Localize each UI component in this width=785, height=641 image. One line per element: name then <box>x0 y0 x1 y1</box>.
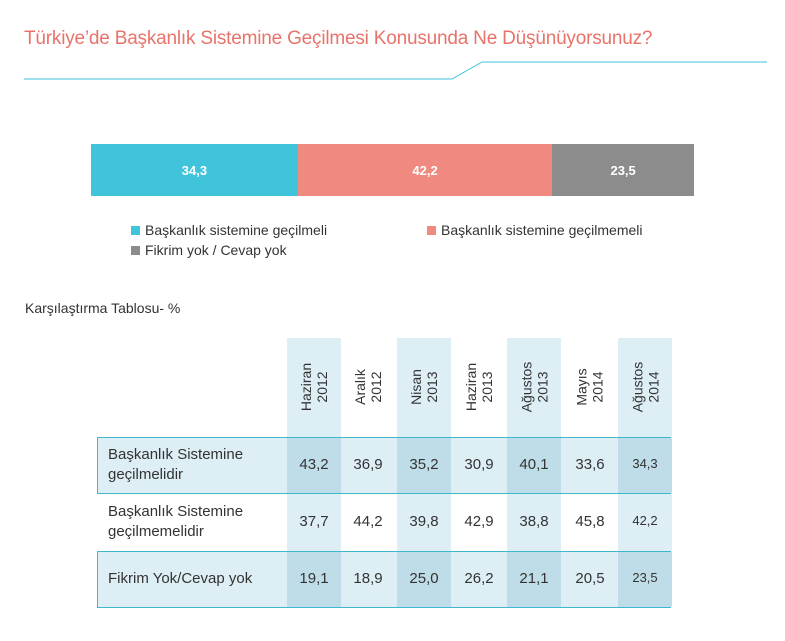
row-label-line2: geçilmemelidir <box>108 523 204 540</box>
table-cell-highlight <box>507 438 561 493</box>
column-header-line2: 2013 <box>479 371 495 403</box>
table-cell: 40,1 <box>519 456 549 473</box>
bar-segment-label-0: 34,3 <box>181 162 208 178</box>
legend-swatch-no <box>427 225 436 235</box>
bar-segment-2: 23,5 <box>552 144 694 196</box>
column-header-line2: 2012 <box>314 371 330 403</box>
table-cell: 33,6 <box>575 456 605 473</box>
column-header: Ağustos 2013 <box>507 340 561 434</box>
table-cell: 30,9 <box>464 456 494 473</box>
column-header-line1: Haziran <box>463 362 479 412</box>
column-header-line2: 2014 <box>645 371 661 403</box>
legend-label-no: Başkanlık sistemine geçilmemeli <box>441 222 643 238</box>
column-header: Mayıs 2014 <box>563 340 617 434</box>
stacked-bar: 34,3 42,2 23,5 <box>91 144 694 196</box>
column-header-line1: Ağustos <box>629 361 645 413</box>
table-cell-highlight <box>507 552 561 607</box>
title-underline-line <box>24 61 767 80</box>
page-title: Türkiye’de Başkanlık Sistemine Geçilmesi… <box>24 28 653 49</box>
column-header-text: Ağustos 2014 <box>629 362 661 413</box>
legend-swatch-noidea <box>131 245 140 255</box>
table-cell: 26,2 <box>464 570 494 587</box>
column-header-line2: 2013 <box>423 371 440 403</box>
column-header-line2: 2012 <box>367 371 384 403</box>
table-cell: 42,9 <box>464 513 494 530</box>
table-cell-highlight <box>287 552 341 607</box>
column-header-line1: Aralık <box>351 369 368 405</box>
table-cell: 39,8 <box>409 513 439 530</box>
column-header-text: Haziran 2013 <box>463 363 495 411</box>
table-cell: 36,9 <box>353 456 383 473</box>
row-label-line1: Başkanlık Sistemine <box>108 446 244 463</box>
column-header-text: Aralık 2012 <box>352 369 384 405</box>
bar-segment-label-1: 42,2 <box>412 162 438 178</box>
bar-segment-0: 34,3 <box>91 144 298 196</box>
row-label: Başkanlık Sistemine geçilmelidir <box>108 445 243 485</box>
column-header-line1: Nisan <box>407 369 424 405</box>
column-header-text: Nisan 2013 <box>408 369 440 405</box>
table-cell: 25,0 <box>409 570 439 587</box>
column-header: Nisan 2013 <box>397 340 451 434</box>
table-cell-highlight <box>618 552 672 607</box>
table-cell: 38,8 <box>519 513 549 530</box>
column-header-text: Mayıs 2014 <box>574 368 606 405</box>
title-underline <box>24 61 767 80</box>
table-cell: 37,7 <box>299 513 329 530</box>
row-label: Başkanlık Sistemine geçilmemelidir <box>108 502 243 542</box>
table-title: Karşılaştırma Tablosu- % <box>25 300 181 316</box>
table-row-band <box>97 437 671 494</box>
table-cell: 21,1 <box>519 570 549 587</box>
column-header-text: Ağustos 2013 <box>518 362 550 413</box>
table-cell: 34,3 <box>632 456 658 471</box>
table-cell: 18,9 <box>353 570 383 587</box>
table-cell: 19,1 <box>299 570 329 587</box>
column-header-line2: 2014 <box>590 371 606 403</box>
row-label: Fikrim Yok/Cevap yok <box>108 569 252 589</box>
row-label-line1: Başkanlık Sistemine <box>108 503 244 520</box>
legend-item-noidea: Fikrim yok / Cevap yok <box>131 242 287 258</box>
legend-item-no: Başkanlık sistemine geçilmemeli <box>427 222 643 238</box>
column-header-line1: Mayıs <box>574 368 590 406</box>
bar-segment-1: 42,2 <box>297 144 553 196</box>
column-header-text: Haziran 2012 <box>298 363 330 411</box>
table-row-band <box>97 551 671 608</box>
legend-swatch-yes <box>131 225 140 235</box>
column-header-line2: 2013 <box>534 371 550 403</box>
table-cell: 23,5 <box>632 570 658 585</box>
legend-label-noidea: Fikrim yok / Cevap yok <box>145 242 287 258</box>
legend-label-yes: Başkanlık sistemine geçilmeli <box>145 222 328 238</box>
column-header: Aralık 2012 <box>341 340 395 434</box>
table-cell-highlight <box>397 438 451 493</box>
column-header-line1: Ağustos <box>518 361 534 413</box>
row-label-line1: Fikrim Yok/Cevap yok <box>108 570 253 587</box>
table-cell: 44,2 <box>353 513 383 530</box>
table-cell: 20,5 <box>575 570 605 587</box>
table-cell-highlight <box>287 438 341 493</box>
row-label-line2: geçilmelidir <box>108 466 184 483</box>
table-cell: 45,8 <box>575 513 605 530</box>
table-cell: 43,2 <box>299 456 329 473</box>
column-header: Ağustos 2014 <box>618 340 672 434</box>
table-cell-highlight <box>397 552 451 607</box>
table-cell: 42,2 <box>632 513 658 528</box>
legend-item-yes: Başkanlık sistemine geçilmeli <box>131 222 327 238</box>
column-header: Haziran 2012 <box>287 340 341 434</box>
table-cell: 35,2 <box>409 456 439 473</box>
bar-segment-label-2: 23,5 <box>610 162 636 178</box>
column-header: Haziran 2013 <box>452 340 506 434</box>
table-cell-highlight <box>618 438 672 493</box>
column-header-line1: Haziran <box>298 362 314 412</box>
